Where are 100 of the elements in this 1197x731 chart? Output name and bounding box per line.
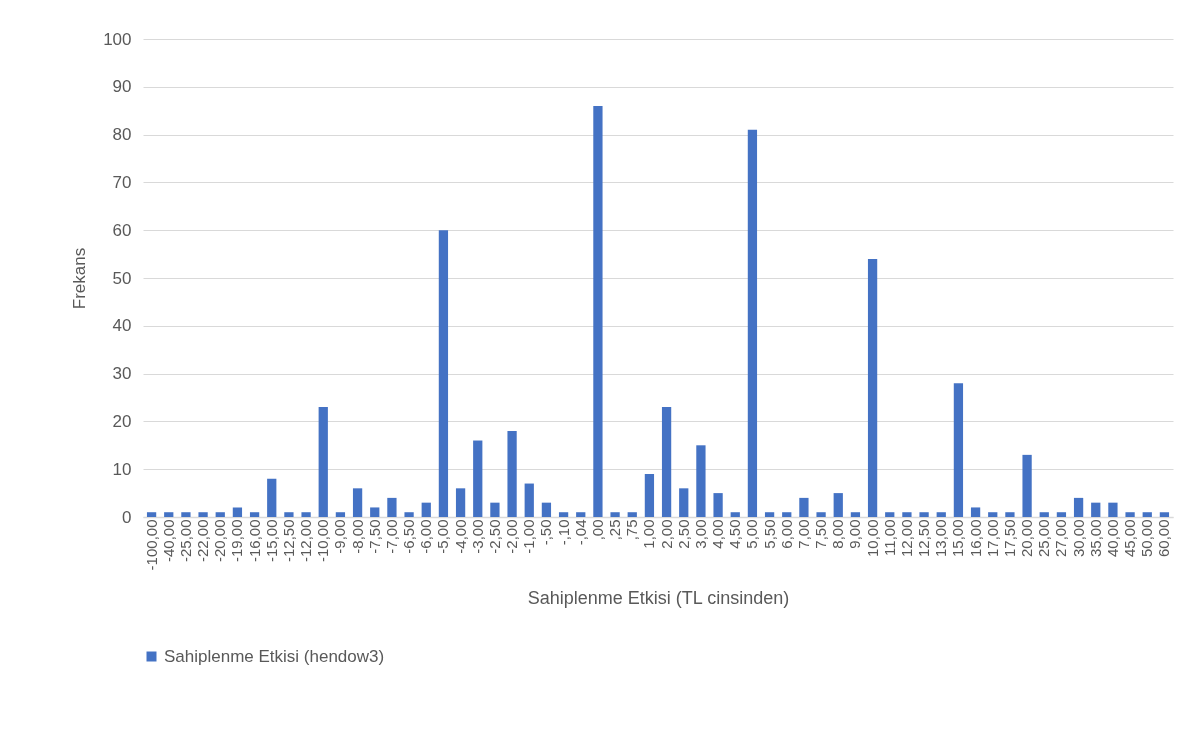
x-tick-label: 17,00 [983, 519, 1001, 558]
x-tick-label: -7,00 [382, 519, 400, 554]
bar [988, 512, 998, 517]
bar [164, 512, 174, 517]
x-tick-label: 12,50 [915, 519, 933, 558]
bar [799, 497, 809, 517]
y-tick-label: 80 [112, 125, 132, 145]
y-axis-title: Frekans [70, 247, 90, 310]
bar [696, 445, 706, 517]
x-tick-label: 12,00 [897, 519, 915, 558]
x-axis-title: Sahiplenme Etkisi (TL cinsinden) [527, 588, 790, 609]
bar [387, 497, 397, 517]
x-tick-label: -19,00 [228, 519, 246, 563]
x-tick-label: -5,00 [434, 519, 452, 554]
bar [1108, 502, 1118, 517]
bar [747, 129, 758, 517]
y-tick-label: 60 [112, 220, 132, 240]
bar [1091, 502, 1101, 517]
x-tick-label: 8,00 [829, 519, 847, 549]
x-tick-label: -20,00 [211, 519, 229, 563]
y-tick-label: 20 [112, 411, 132, 431]
bar [850, 512, 861, 517]
x-tick-label: 3,00 [691, 519, 709, 549]
x-tick-label: -2,50 [485, 519, 503, 554]
bar [146, 512, 157, 517]
x-tick-label: 5,50 [760, 519, 778, 549]
x-tick-label: 40,00 [1103, 519, 1121, 558]
x-tick-label: 7,00 [794, 519, 812, 549]
y-tick-label: 40 [112, 316, 132, 336]
y-tick-label: 30 [112, 364, 132, 384]
x-tick-label: -8,00 [348, 519, 366, 554]
bar [1056, 512, 1067, 517]
x-tick-label: -16,00 [245, 519, 263, 563]
x-tick-label: -4,00 [451, 519, 469, 554]
x-tick-label: 15,00 [949, 519, 967, 558]
bar [970, 507, 981, 517]
bar [181, 512, 191, 517]
x-tick-label: 9,00 [846, 519, 864, 549]
bar [661, 407, 672, 517]
x-tick-label: 6,00 [777, 519, 795, 549]
x-tick-label: ,00 [588, 519, 606, 541]
bar [885, 512, 895, 517]
x-tick-label: 10,00 [863, 519, 881, 558]
x-tick-label: -,04 [571, 519, 589, 546]
bar [524, 483, 534, 517]
y-tick-label: 10 [112, 459, 132, 479]
x-tick-label: -2,00 [503, 519, 521, 554]
bar [1142, 512, 1152, 517]
x-tick-label: 5,00 [743, 519, 761, 549]
bar [953, 383, 964, 517]
bar [335, 512, 346, 517]
bar [1039, 512, 1049, 517]
x-tick-label: -12,00 [297, 519, 315, 563]
x-tick-label: -6,00 [417, 519, 435, 554]
x-tick-label: ,25 [606, 519, 624, 541]
bar [919, 512, 929, 517]
y-tick-label: 100 [103, 29, 132, 49]
x-tick-label: -9,00 [331, 519, 349, 554]
y-tick-label: 0 [122, 507, 132, 527]
x-tick-label: ,75 [623, 519, 641, 541]
bar [318, 407, 328, 517]
bar [1022, 454, 1032, 517]
bar [867, 258, 878, 517]
x-tick-label: 60,00 [1155, 519, 1173, 558]
bar [284, 512, 294, 517]
x-tick-label: 4,50 [726, 519, 744, 549]
x-tick-label: -3,00 [468, 519, 486, 554]
x-tick-label: -10,00 [314, 519, 332, 563]
bar [1073, 497, 1084, 517]
x-tick-label: -6,50 [400, 519, 418, 554]
bar [455, 488, 466, 517]
bar [215, 512, 225, 517]
bar [816, 512, 826, 517]
x-tick-label: 25,00 [1035, 519, 1053, 558]
x-tick-label: 30,00 [1069, 519, 1087, 558]
bar [267, 478, 277, 517]
bar [576, 512, 586, 517]
bar [1005, 512, 1015, 517]
y-tick-label: 70 [112, 172, 132, 192]
bar [507, 430, 517, 517]
bar [764, 512, 775, 517]
bar [232, 507, 243, 517]
x-tick-label: 27,00 [1052, 519, 1070, 558]
x-tick-label: 2,50 [674, 519, 692, 549]
x-tick-label: -1,00 [520, 519, 538, 554]
bar [713, 493, 723, 517]
x-tick-label: 50,00 [1138, 519, 1156, 558]
x-tick-label: -7,50 [365, 519, 383, 554]
bar [833, 493, 843, 517]
bar [249, 512, 260, 517]
x-tick-label: 4,00 [709, 519, 727, 549]
bar [902, 512, 912, 517]
x-tick-label: -,10 [554, 519, 572, 546]
bar [1125, 512, 1135, 517]
x-tick-label: 2,00 [657, 519, 675, 549]
x-tick-label: 13,00 [932, 519, 950, 558]
x-tick-label: -100,00 [142, 519, 160, 571]
bar [421, 502, 431, 517]
bar [610, 512, 620, 517]
x-tick-label: 20,00 [1018, 519, 1036, 558]
